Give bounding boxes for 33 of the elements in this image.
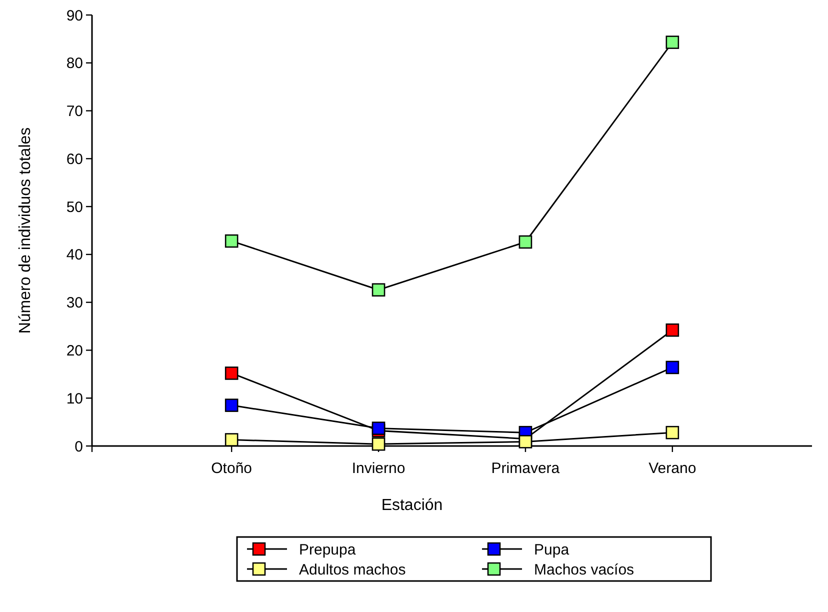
point [518,235,532,249]
point [224,433,238,446]
point [372,283,386,297]
point [372,437,386,451]
y-tick-label: 40 [66,246,83,264]
y-tick-label: 80 [66,55,83,72]
point [224,366,238,380]
legend-label: Adultos machos [299,561,406,578]
point [518,435,532,448]
x-tick-label: Verano [648,460,696,477]
x-tick-label: Primavera [491,460,560,477]
y-tick-label: 50 [66,198,83,216]
x-axis-title: Estación [381,497,443,514]
y-tick-label: 30 [66,294,83,312]
y-tick-label: 10 [66,390,83,408]
y-tick-label: 70 [66,103,83,120]
x-tick-label: Otoño [211,460,252,477]
point [372,422,386,435]
point [666,360,680,374]
y-axis-title: Número de individuos totales [17,127,34,334]
point [666,36,680,49]
legend-label: Machos vacíos [534,561,634,578]
point [224,398,238,412]
point [666,426,680,440]
legend-label: Prepupa [299,541,356,558]
y-tick-label: 0 [74,438,83,456]
x-tick-label: Invierno [352,460,406,477]
legend-label: Pupa [534,541,570,558]
y-tick-label: 90 [66,7,83,24]
y-tick-label: 20 [66,342,83,360]
point [666,323,680,337]
point [224,234,238,248]
y-tick-label: 60 [66,150,83,168]
